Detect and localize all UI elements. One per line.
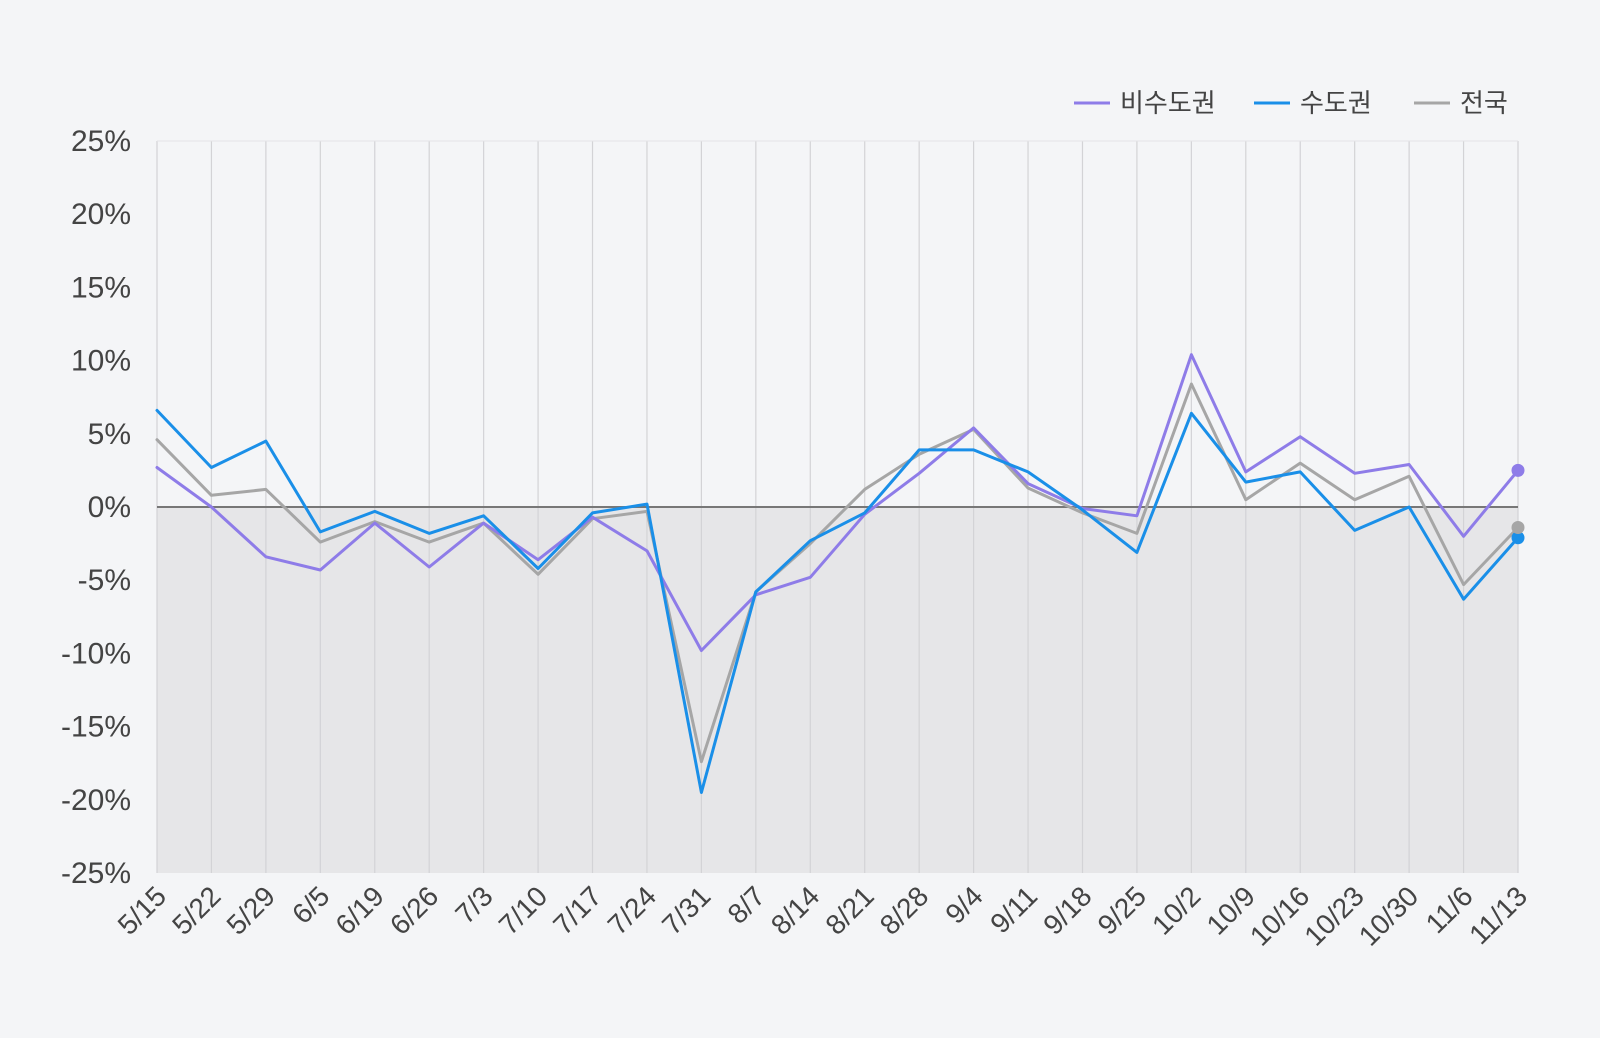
series-line-0 bbox=[155, 353, 1520, 652]
y-tick-label: -25% bbox=[61, 857, 131, 890]
y-tick-label: -20% bbox=[61, 784, 131, 817]
legend-label: 수도권 bbox=[1300, 89, 1372, 119]
x-tick-label: 10/16 bbox=[1244, 880, 1315, 951]
legend-label: 전국 bbox=[1460, 89, 1508, 119]
negative-region-shade bbox=[157, 507, 1518, 873]
x-tick-label: 6/5 bbox=[286, 880, 335, 929]
series-line-1 bbox=[155, 408, 1520, 794]
x-tick-label: 9/18 bbox=[1037, 880, 1097, 940]
y-tick-label: -15% bbox=[61, 711, 131, 744]
x-tick-label: 10/23 bbox=[1298, 880, 1369, 951]
x-tick-label: 8/21 bbox=[819, 880, 879, 940]
x-tick-label: 10/2 bbox=[1146, 880, 1206, 940]
y-tick-label: 20% bbox=[71, 198, 131, 231]
x-tick-label: 9/11 bbox=[984, 880, 1043, 939]
y-tick-label: -5% bbox=[78, 564, 131, 597]
series-line-2 bbox=[155, 382, 1520, 764]
x-tick-label: 9/4 bbox=[939, 880, 988, 929]
y-tick-label: -10% bbox=[61, 637, 131, 670]
x-tick-label: 6/26 bbox=[384, 880, 444, 940]
x-tick-label: 8/7 bbox=[722, 880, 771, 929]
legend-label: 비수도권 bbox=[1120, 89, 1216, 119]
x-tick-label: 9/25 bbox=[1092, 880, 1152, 940]
series-end-marker bbox=[1511, 531, 1525, 545]
series-end-marker bbox=[1511, 463, 1525, 477]
x-tick-label: 6/19 bbox=[329, 880, 389, 940]
x-tick-label: 5/22 bbox=[166, 880, 226, 940]
series-end-marker bbox=[1511, 520, 1525, 534]
y-tick-label: 0% bbox=[88, 491, 131, 524]
x-tick-label: 7/31 bbox=[656, 880, 716, 940]
x-tick-label: 7/24 bbox=[602, 880, 662, 940]
y-tick-label: 10% bbox=[71, 345, 131, 378]
y-tick-label: 25% bbox=[71, 125, 131, 158]
x-tick-label: 5/29 bbox=[221, 880, 281, 940]
x-tick-label: 7/10 bbox=[493, 880, 553, 940]
y-tick-label: 5% bbox=[88, 418, 131, 451]
y-tick-label: 15% bbox=[71, 271, 131, 304]
x-tick-label: 8/14 bbox=[765, 880, 825, 940]
x-tick-label: 7/17 bbox=[547, 880, 607, 940]
x-tick-label: 7/3 bbox=[449, 880, 498, 929]
x-tick-label: 8/28 bbox=[874, 880, 934, 940]
x-tick-label: 10/30 bbox=[1353, 880, 1424, 951]
x-tick-label: 11/13 bbox=[1463, 880, 1533, 950]
